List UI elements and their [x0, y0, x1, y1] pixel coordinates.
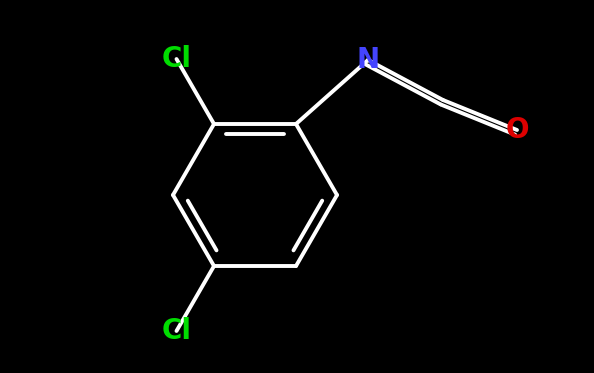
Text: Cl: Cl	[162, 317, 191, 345]
Text: O: O	[505, 116, 529, 144]
Text: Cl: Cl	[162, 45, 191, 73]
Text: N: N	[356, 46, 380, 74]
